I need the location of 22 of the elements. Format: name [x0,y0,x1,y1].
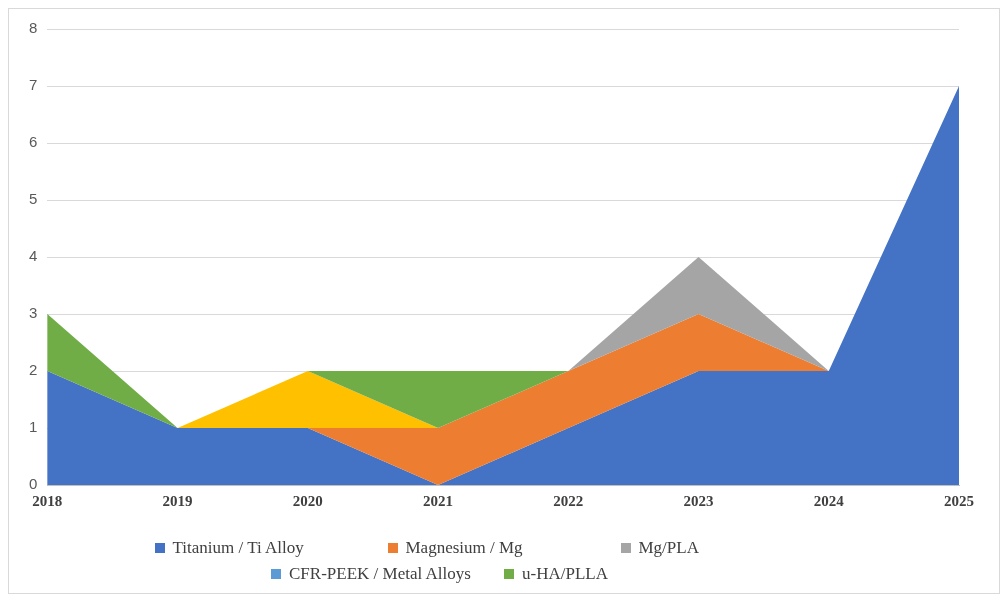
legend-label: CFR-PEEK / Metal Alloys [289,564,471,584]
y-tick-label: 7 [29,76,38,94]
y-tick-label: 2 [29,361,38,379]
y-tick-label: 4 [29,247,38,265]
y-tick-label: 3 [29,304,38,322]
y-tick-label: 0 [29,475,38,493]
x-tick-label: 2020 [292,492,323,509]
x-tick-label: 2021 [423,492,454,509]
y-tick-label: 1 [29,418,38,436]
x-tick-label: 2019 [162,492,193,509]
x-tick-label: 2025 [944,492,974,509]
legend-label: u-HA/PLLA [522,564,608,584]
legend-label: Magnesium / Mg [405,538,523,558]
x-tick-label: 2023 [683,492,714,509]
x-tick-label: 2018 [32,492,63,509]
y-tick-label: 5 [29,190,38,208]
x-tick-label: 2022 [553,492,584,509]
legend-label: Titanium / Ti Alloy [172,538,304,558]
legend-label: Mg/PLA [638,538,699,558]
y-tick-label: 6 [29,133,38,151]
x-tick-label: 2024 [813,492,845,509]
y-tick-label: 8 [29,19,38,37]
